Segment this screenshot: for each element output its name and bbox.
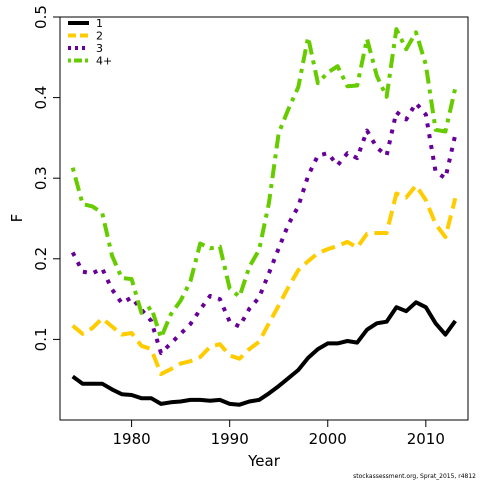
legend-label: 3 xyxy=(96,42,103,55)
x-axis: 1980 1990 2000 2010 xyxy=(113,420,445,448)
y-tick-label: 0.2 xyxy=(32,247,50,271)
series-line-1 xyxy=(71,300,457,407)
x-tick-label: 1980 xyxy=(113,430,151,448)
legend-label: 1 xyxy=(96,17,103,30)
footnote: stockassessment.org, Sprat_2015, r4812 xyxy=(353,473,476,480)
y-axis: 0.1 0.2 0.3 0.4 0.5 xyxy=(32,5,60,351)
legend-label: 4+ xyxy=(96,55,112,68)
y-tick-label: 0.5 xyxy=(32,5,50,29)
y-tick-label: 0.4 xyxy=(32,86,50,110)
series-line-4 xyxy=(70,27,458,340)
x-tick-label: 1990 xyxy=(211,430,249,448)
plot-frame xyxy=(59,16,469,421)
y-axis-title: F xyxy=(8,214,26,223)
legend-label: 2 xyxy=(96,30,103,43)
y-tick-label: 0.1 xyxy=(32,327,50,351)
series-line-2 xyxy=(71,183,458,377)
series-line-3 xyxy=(70,101,458,356)
x-tick-label: 2010 xyxy=(407,430,445,448)
x-axis-title: Year xyxy=(247,452,281,470)
x-tick-label: 2000 xyxy=(309,430,347,448)
y-tick-label: 0.3 xyxy=(32,166,50,190)
series-lines xyxy=(70,27,458,407)
